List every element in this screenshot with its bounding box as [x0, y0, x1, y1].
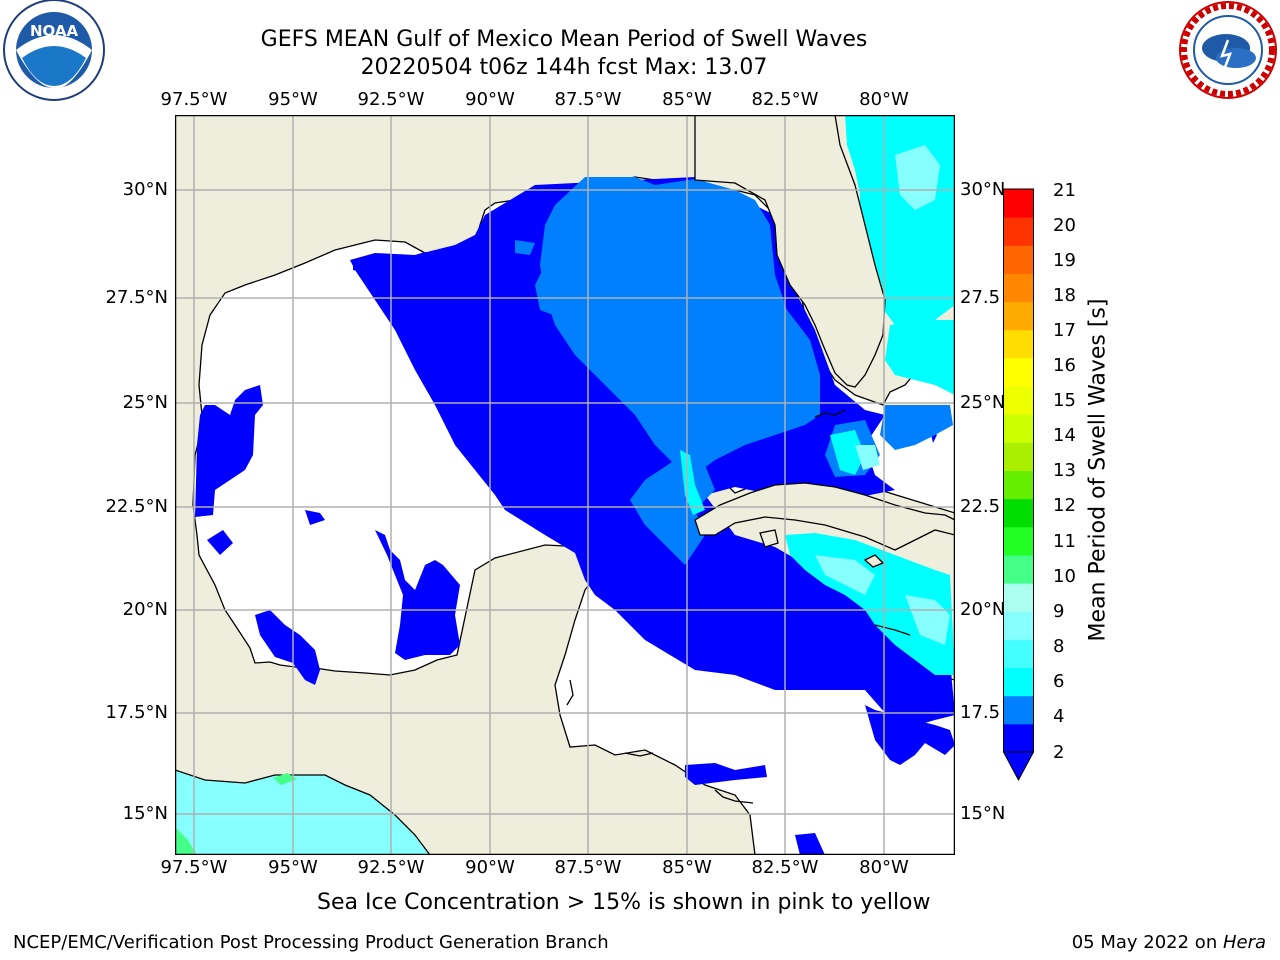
colorbar-band: [1003, 301, 1034, 331]
colorbar-tick: 4: [1053, 706, 1065, 727]
colorbar-tick: 20: [1053, 215, 1076, 236]
colorbar-band: [1003, 442, 1034, 471]
colorbar-band: [1003, 639, 1034, 669]
lat-label-left: 17.5°N: [105, 702, 168, 723]
colorbar-tick: 18: [1053, 285, 1076, 306]
colorbar-band: [1003, 667, 1034, 697]
colorbar-band: [1003, 526, 1034, 556]
colorbar: [1002, 188, 1035, 782]
lat-label-right: 22.5: [960, 496, 1001, 517]
lat-label-right: 15°N: [960, 803, 1006, 824]
colorbar-band: [1003, 695, 1034, 725]
lon-label-top: 82.5°W: [751, 89, 819, 110]
nws-logo: [1179, 1, 1277, 99]
colorbar-band: [1003, 357, 1034, 387]
lat-label-right: 20°N: [960, 599, 1006, 620]
colorbar-band: [1003, 329, 1034, 359]
colorbar-tick: 6: [1053, 671, 1065, 692]
colorbar-band: [1003, 217, 1034, 246]
footer-left: NCEP/EMC/Verification Post Processing Pr…: [13, 932, 609, 953]
colorbar-tick: 16: [1053, 355, 1076, 376]
lat-label-right: 25°N: [960, 392, 1006, 413]
lon-label-bottom: 82.5°W: [751, 857, 819, 878]
lat-label-right: 30°N: [960, 179, 1006, 200]
colorbar-band: [1003, 498, 1034, 528]
colorbar-tick: 21: [1053, 180, 1076, 201]
colorbar-band: [1003, 245, 1034, 274]
colorbar-band: [1003, 386, 1034, 415]
swell-2-4s-north-shelf: [360, 235, 535, 390]
pacific-water: [175, 769, 431, 855]
swell-4-6s: [540, 177, 820, 475]
lon-label-bottom: 92.5°W: [357, 857, 425, 878]
lon-label-bottom: 95°W: [268, 857, 318, 878]
colorbar-band: [1003, 414, 1034, 443]
chart-subtitle: 20220504 t06z 144h fcst Max: 13.07: [360, 55, 768, 80]
lon-label-top: 80°W: [859, 89, 909, 110]
colorbar-tick: 12: [1053, 495, 1076, 516]
lon-label-top: 92.5°W: [357, 89, 425, 110]
lon-label-bottom: 80°W: [859, 857, 909, 878]
lat-label-left: 20°N: [122, 599, 168, 620]
colorbar-band: [1003, 611, 1034, 640]
lon-label-top: 85°W: [662, 89, 712, 110]
svg-text:NOAA: NOAA: [30, 22, 79, 40]
colorbar-band: [1003, 554, 1034, 584]
colorbar-tick: 9: [1053, 601, 1065, 622]
lon-label-top: 95°W: [268, 89, 318, 110]
graticule: [175, 115, 955, 855]
lon-label-bottom: 97.5°W: [160, 857, 228, 878]
colorbar-tick: 15: [1053, 390, 1076, 411]
lat-label-right: 17.5: [960, 702, 1001, 723]
lat-label-left: 22.5°N: [105, 496, 168, 517]
colorbar-tick: 17: [1053, 320, 1076, 341]
map-panel: [175, 115, 955, 855]
lat-label-left: 15°N: [122, 803, 168, 824]
colorbar-label: Mean Period of Swell Waves [s]: [1085, 298, 1111, 642]
colorbar-band: [1003, 723, 1034, 753]
lon-label-top: 97.5°W: [160, 89, 228, 110]
florida: [694, 115, 886, 388]
colorbar-band: [1003, 273, 1034, 303]
colorbar-tick: 2: [1053, 742, 1065, 763]
lon-label-bottom: 87.5°W: [554, 857, 622, 878]
lat-label-right: 27.5: [960, 287, 1001, 308]
lon-label-bottom: 90°W: [465, 857, 515, 878]
colorbar-tick: 8: [1053, 636, 1065, 657]
colorbar-band: [1003, 583, 1034, 612]
lat-label-left: 27.5°N: [105, 287, 168, 308]
lon-label-bottom: 85°W: [662, 857, 712, 878]
footer-right: 05 May 2022 on Hera: [1071, 932, 1266, 953]
noaa-logo: NOAA: [3, 0, 105, 101]
colorbar-tick: 11: [1053, 531, 1076, 552]
chart-title: GEFS MEAN Gulf of Mexico Mean Period of …: [260, 27, 868, 52]
colorbar-tick: 14: [1053, 425, 1076, 446]
lon-label-top: 90°W: [465, 89, 515, 110]
colorbar-band: [1003, 189, 1034, 218]
colorbar-tick: 19: [1053, 250, 1076, 271]
sea-ice-note: Sea Ice Concentration > 15% is shown in …: [317, 890, 931, 915]
colorbar-band: [1003, 470, 1034, 500]
lon-label-top: 87.5°W: [554, 89, 622, 110]
colorbar-tick: 10: [1053, 566, 1076, 587]
colorbar-tick: 13: [1053, 460, 1076, 481]
lat-label-left: 30°N: [122, 179, 168, 200]
colorbar-under-arrow: [1002, 751, 1035, 782]
cuba: [694, 482, 955, 551]
lat-label-left: 25°N: [122, 392, 168, 413]
